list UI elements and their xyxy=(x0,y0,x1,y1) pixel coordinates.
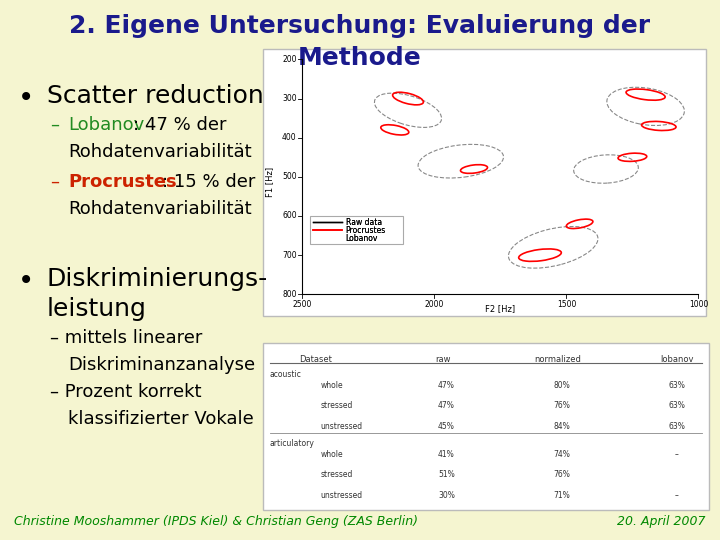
Text: normalized: normalized xyxy=(534,355,582,364)
Text: : 47 % der: : 47 % der xyxy=(133,116,227,134)
Text: Procrustes: Procrustes xyxy=(68,173,177,191)
Text: Diskriminierungs-: Diskriminierungs- xyxy=(47,267,268,291)
Text: 74%: 74% xyxy=(553,450,570,459)
Text: 63%: 63% xyxy=(668,381,685,390)
Text: 2. Eigene Untersuchung: Evaluierung der: 2. Eigene Untersuchung: Evaluierung der xyxy=(69,14,651,37)
Text: 400: 400 xyxy=(282,133,297,142)
Text: 41%: 41% xyxy=(438,450,455,459)
Text: 63%: 63% xyxy=(668,401,685,410)
Text: Lobanov: Lobanov xyxy=(68,116,145,134)
Text: Diskriminanzanalyse: Diskriminanzanalyse xyxy=(68,356,256,374)
Text: F2 [Hz]: F2 [Hz] xyxy=(485,304,516,313)
Text: 2000: 2000 xyxy=(425,300,444,309)
Text: 51%: 51% xyxy=(438,470,455,480)
Text: unstressed: unstressed xyxy=(320,491,363,500)
Text: – Prozent korrekt: – Prozent korrekt xyxy=(50,383,202,401)
Text: stressed: stressed xyxy=(320,401,353,410)
Text: leistung: leistung xyxy=(47,297,147,321)
Text: 47%: 47% xyxy=(438,401,455,410)
Text: Scatter reduction: Scatter reduction xyxy=(47,84,264,107)
Text: F1 [Hz]: F1 [Hz] xyxy=(266,167,274,197)
Bar xyxy=(263,343,709,510)
Text: 84%: 84% xyxy=(553,422,570,431)
Text: 800: 800 xyxy=(282,290,297,299)
Text: articulatory: articulatory xyxy=(270,439,315,448)
Text: –: – xyxy=(50,173,60,191)
Text: 76%: 76% xyxy=(553,401,570,410)
Text: Lobanov: Lobanov xyxy=(346,234,378,243)
Text: 1500: 1500 xyxy=(557,300,576,309)
Text: 63%: 63% xyxy=(668,422,685,431)
Text: 600: 600 xyxy=(282,212,297,220)
Text: Raw data: Raw data xyxy=(346,218,382,227)
Text: whole: whole xyxy=(320,381,343,390)
Text: 700: 700 xyxy=(282,251,297,260)
Text: 1000: 1000 xyxy=(689,300,708,309)
Text: – mittels linearer: – mittels linearer xyxy=(50,329,203,347)
Text: 45%: 45% xyxy=(438,422,455,431)
Text: –: – xyxy=(675,450,679,459)
Text: whole: whole xyxy=(320,450,343,459)
Text: : 15 % der: : 15 % der xyxy=(162,173,256,191)
Text: stressed: stressed xyxy=(320,470,353,480)
Text: 300: 300 xyxy=(282,94,297,103)
Bar xyxy=(263,49,706,316)
Text: •: • xyxy=(18,84,35,112)
Text: 80%: 80% xyxy=(553,381,570,390)
Text: 71%: 71% xyxy=(553,491,570,500)
Text: –: – xyxy=(675,491,679,500)
Text: raw: raw xyxy=(435,355,451,364)
Text: Rohdatenvariabilität: Rohdatenvariabilität xyxy=(68,200,252,218)
Bar xyxy=(310,215,403,244)
Text: 47%: 47% xyxy=(438,381,455,390)
Text: Procrustes: Procrustes xyxy=(346,226,386,235)
Text: lobanov: lobanov xyxy=(660,355,693,364)
Text: 200: 200 xyxy=(282,55,297,64)
Text: 20. April 2007: 20. April 2007 xyxy=(617,515,706,528)
Text: Raw data: Raw data xyxy=(346,218,382,227)
Text: Dataset: Dataset xyxy=(299,355,332,364)
Text: Procrustes: Procrustes xyxy=(346,226,386,235)
Text: unstressed: unstressed xyxy=(320,422,363,431)
Text: klassifizierter Vokale: klassifizierter Vokale xyxy=(68,410,254,428)
Text: 500: 500 xyxy=(282,172,297,181)
Text: •: • xyxy=(18,267,35,295)
Text: 76%: 76% xyxy=(553,470,570,480)
Text: Rohdatenvariabilität: Rohdatenvariabilität xyxy=(68,143,252,161)
Text: acoustic: acoustic xyxy=(270,370,302,379)
Text: –: – xyxy=(50,116,60,134)
Text: 2500: 2500 xyxy=(293,300,312,309)
Text: Lobanov: Lobanov xyxy=(346,234,378,243)
Text: 30%: 30% xyxy=(438,491,455,500)
Text: Christine Mooshammer (IPDS Kiel) & Christian Geng (ZAS Berlin): Christine Mooshammer (IPDS Kiel) & Chris… xyxy=(14,515,418,528)
Text: Methode: Methode xyxy=(298,46,422,70)
